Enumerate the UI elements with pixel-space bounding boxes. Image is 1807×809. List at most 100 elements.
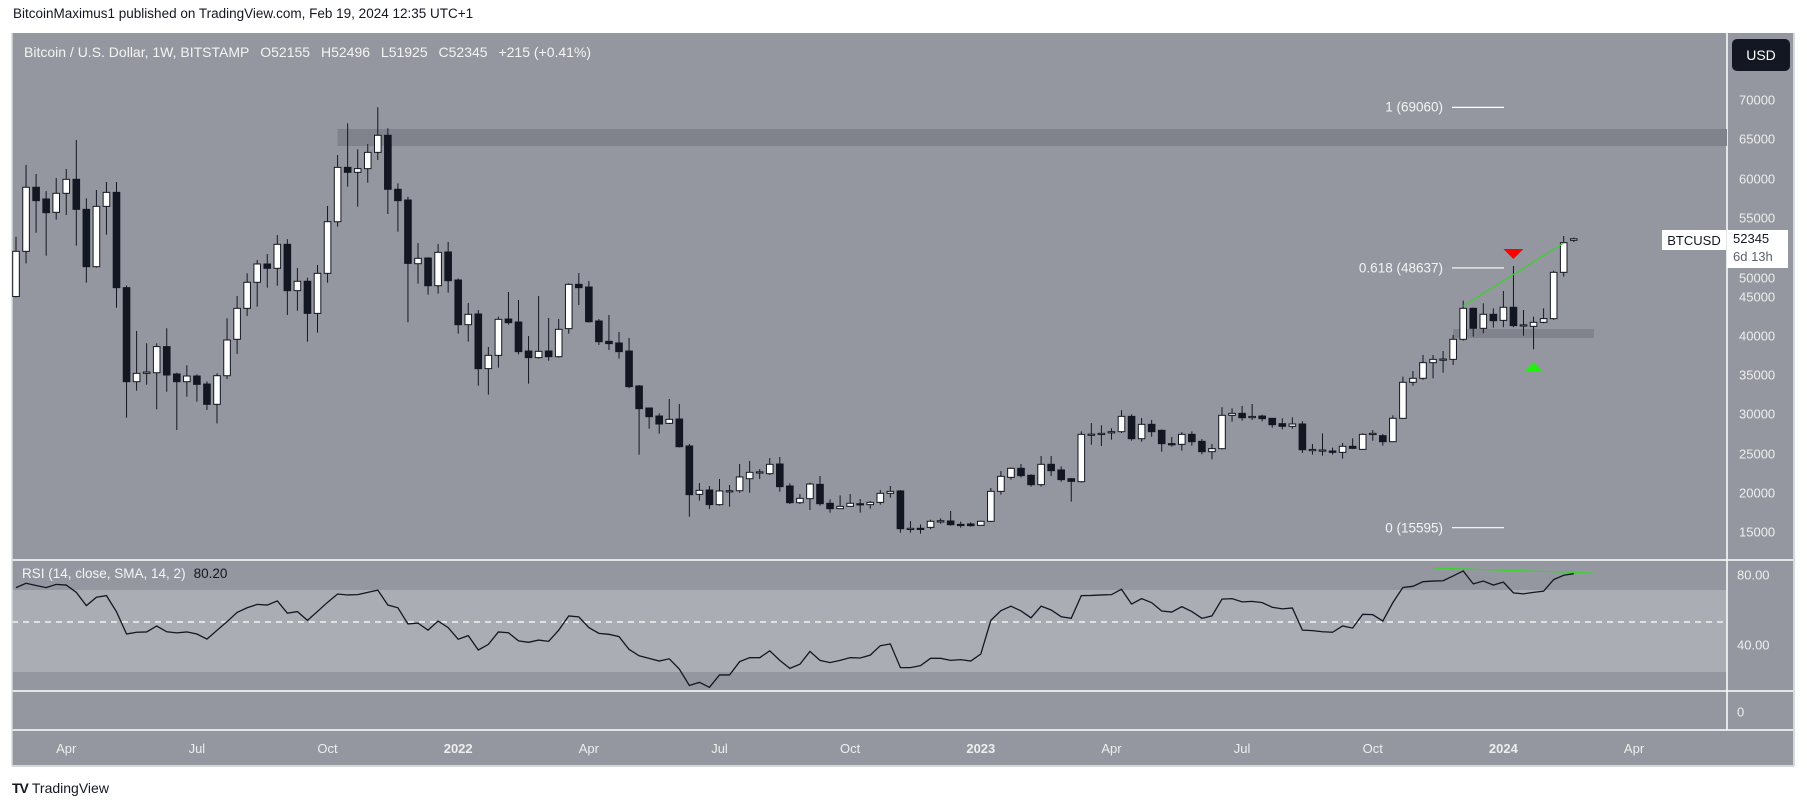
candle xyxy=(1017,463,1025,478)
candle xyxy=(936,518,945,524)
candle xyxy=(494,316,503,368)
fib-level-label: 0 (15595) xyxy=(1385,520,1443,536)
candle-body-down xyxy=(1167,443,1176,446)
tradingview-footer[interactable]: TV TradingView xyxy=(12,780,109,796)
candle-body-down xyxy=(524,350,533,359)
candle xyxy=(1559,236,1568,277)
symbol-price-tag: BTCUSD xyxy=(1662,230,1726,250)
time-axis-tick: Apr xyxy=(56,741,77,756)
candle xyxy=(1198,438,1206,455)
candle xyxy=(1238,405,1246,421)
candle xyxy=(755,469,764,480)
candle-body-down xyxy=(1469,307,1478,329)
candle-body-up xyxy=(1228,412,1236,416)
candle-body-down xyxy=(343,166,352,173)
candle-body-down xyxy=(384,134,392,190)
candle xyxy=(836,495,844,510)
candle-body-up xyxy=(12,250,20,298)
candle-body-up xyxy=(1087,433,1096,436)
candle-body-down xyxy=(1017,467,1025,477)
candle-body-up xyxy=(1178,433,1186,445)
candle xyxy=(685,443,694,517)
last-price-value: 52345 xyxy=(1733,231,1770,246)
candle xyxy=(82,198,91,283)
candle-body-up xyxy=(1399,381,1407,419)
candle xyxy=(997,470,1005,495)
candle-body-up xyxy=(1137,423,1146,440)
ohlc-high: H52496 xyxy=(320,44,371,60)
candle xyxy=(1208,444,1216,460)
price-axis-tick: 45000 xyxy=(1739,289,1776,305)
candle xyxy=(1539,308,1548,324)
candle xyxy=(12,236,20,298)
candle-body-up xyxy=(132,372,141,383)
candle-body-down xyxy=(504,318,513,324)
price-axis-tick: 25000 xyxy=(1739,446,1776,462)
candle-body-down xyxy=(595,320,603,343)
candle-body-down xyxy=(173,373,181,383)
candle xyxy=(1358,433,1367,450)
candle-body-up xyxy=(1499,306,1508,321)
time-axis-tick: Apr xyxy=(1101,741,1122,756)
candle-body-up xyxy=(223,339,231,377)
candle-body-down xyxy=(675,418,684,448)
candle xyxy=(514,300,523,355)
candle-body-up xyxy=(564,283,573,330)
candle xyxy=(1549,270,1558,320)
candle-body-up xyxy=(886,490,895,494)
currency-label: USD xyxy=(1746,47,1776,63)
candle xyxy=(1268,417,1277,428)
currency-button[interactable]: USD xyxy=(1732,39,1790,71)
candle xyxy=(363,144,372,183)
candle-body-down xyxy=(826,502,834,510)
candle xyxy=(223,318,231,380)
candle xyxy=(434,244,442,294)
candle-body-up xyxy=(1107,431,1116,434)
time-axis-tick: Oct xyxy=(840,741,861,756)
candle-body-up xyxy=(52,192,61,213)
candle-body-up xyxy=(1389,417,1397,443)
candle-body-up xyxy=(715,490,724,506)
candle-body-down xyxy=(615,342,623,353)
ohlc-low: L51925 xyxy=(380,44,428,60)
candle xyxy=(675,404,684,448)
candle-body-up xyxy=(997,475,1005,492)
candle-body-up xyxy=(62,178,71,194)
candle-body-up xyxy=(293,280,302,292)
candle xyxy=(162,328,171,392)
candle xyxy=(1007,467,1015,480)
time-axis-tick: Oct xyxy=(1362,741,1383,756)
candle xyxy=(374,107,382,160)
candle xyxy=(72,140,81,246)
candle-body-up xyxy=(1569,238,1578,241)
candle xyxy=(1409,370,1417,386)
candle-body-down xyxy=(1278,423,1287,427)
candle-body-down xyxy=(585,286,593,323)
candle xyxy=(343,123,352,187)
candle-body-up xyxy=(725,490,734,493)
candle xyxy=(454,278,462,334)
candle xyxy=(816,476,824,506)
candle xyxy=(786,483,794,505)
candle xyxy=(22,165,30,264)
candle xyxy=(665,398,674,424)
candle-body-down xyxy=(424,257,432,287)
candle-body-up xyxy=(1459,307,1468,340)
time-axis-tick: Apr xyxy=(578,741,599,756)
rsi-axis-tick: 80.00 xyxy=(1737,567,1770,583)
rsi-axis-tick: 0 xyxy=(1737,704,1745,720)
candle xyxy=(394,183,402,232)
candle xyxy=(534,295,543,359)
rsi-legend[interactable]: RSI (14, close, SMA, 14, 2) 80.20 xyxy=(22,566,227,581)
candle-body-up xyxy=(1419,362,1427,379)
candle xyxy=(635,384,643,455)
candle xyxy=(1569,237,1578,243)
candle xyxy=(183,365,191,397)
candle xyxy=(605,315,613,350)
ohlc-open: O52155 xyxy=(260,44,311,60)
candles xyxy=(12,107,1578,534)
candle xyxy=(132,330,141,391)
drawings xyxy=(1462,242,1565,373)
candle-body-down xyxy=(42,198,50,214)
